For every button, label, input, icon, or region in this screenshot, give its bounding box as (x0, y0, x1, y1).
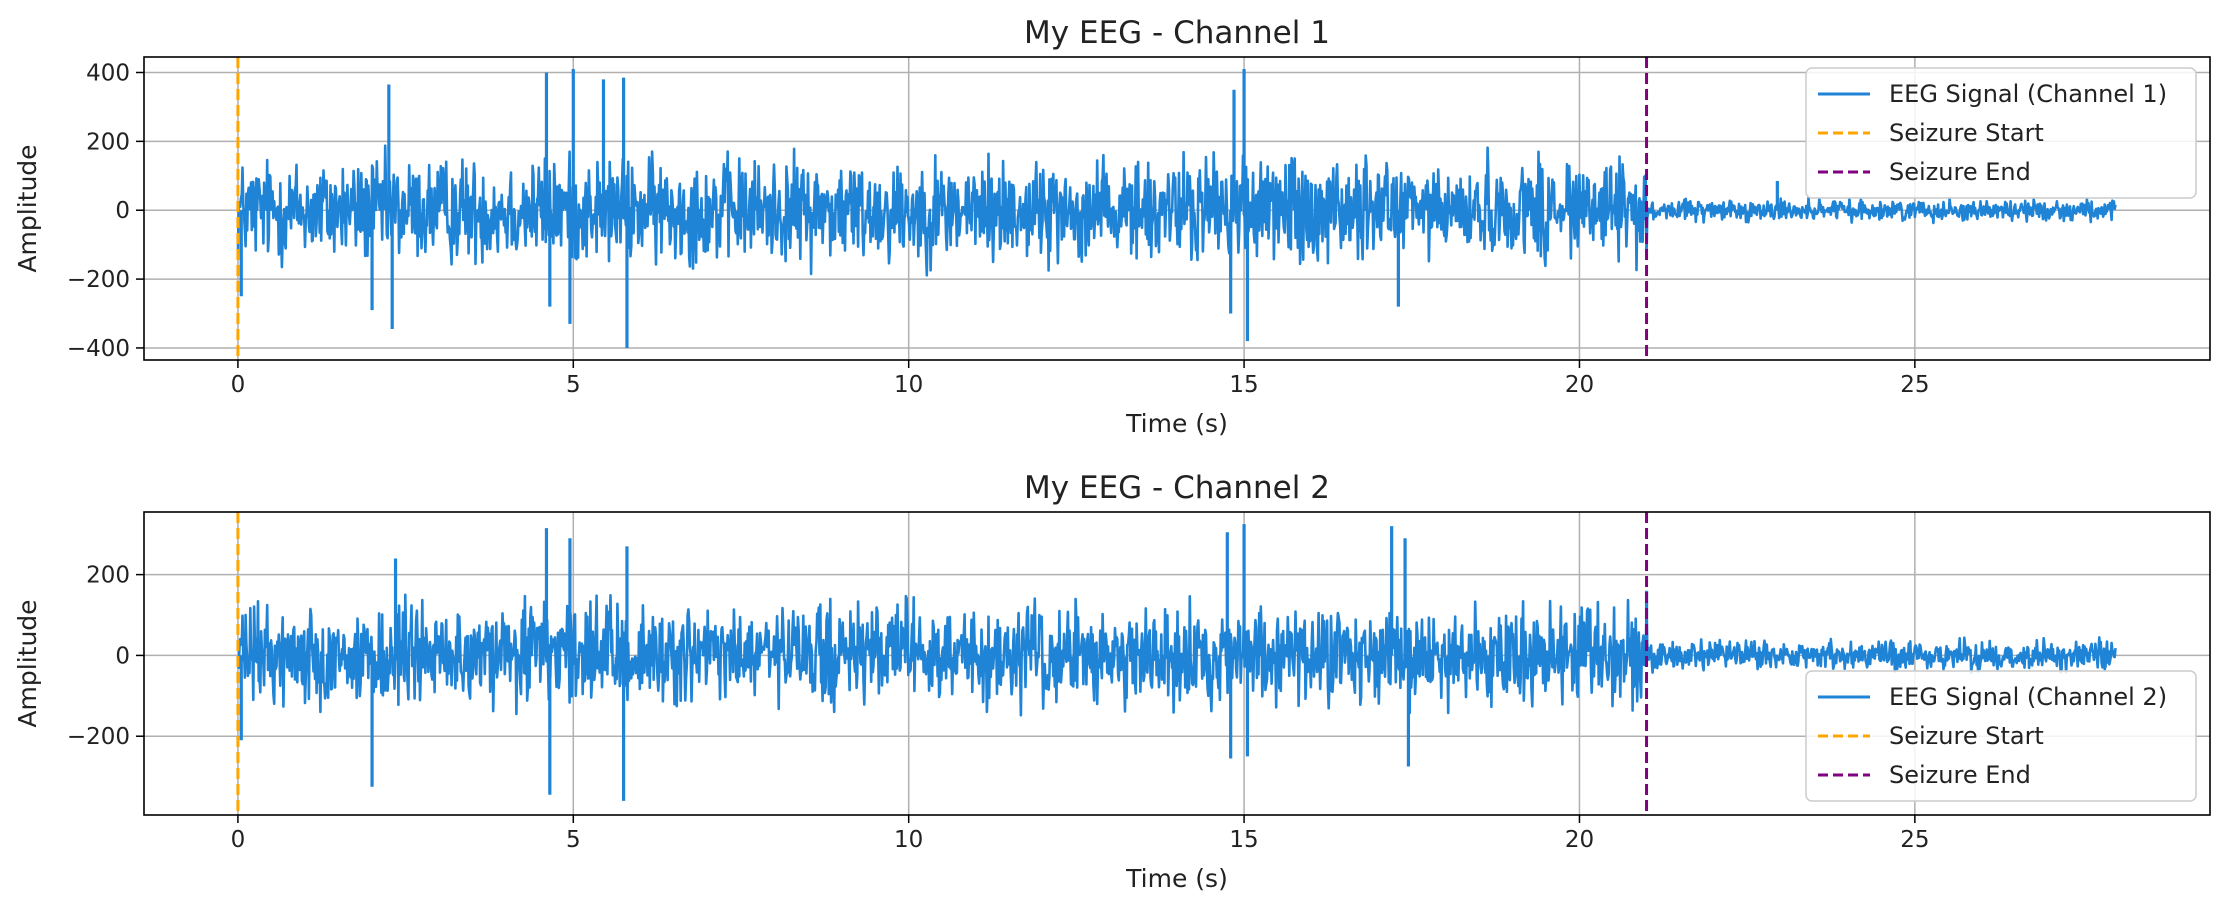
y-tick-label: −200 (67, 267, 130, 293)
chart-panel-1: My EEG - Channel 1 0 5 10 15 20 25 −400 −200 0 200… (13, 15, 2211, 438)
y-axis-label: Amplitude (13, 599, 42, 727)
legend-item-seizure-start-label: Seizure Start (1889, 722, 2044, 750)
chart-panel-2: My EEG - Channel 2 0 5 10 15 20 25 −200 0 200 Time… (13, 470, 2211, 893)
x-tick-label: 25 (1900, 372, 1929, 398)
x-tick-label: 15 (1229, 827, 1258, 853)
y-tick-label: 0 (115, 198, 130, 224)
x-tick-label: 25 (1900, 827, 1929, 853)
x-tick-label: 10 (894, 372, 923, 398)
x-tick-label: 5 (566, 827, 581, 853)
y-tick-label: 200 (86, 563, 130, 589)
y-tick-label: 0 (115, 643, 130, 669)
y-tick-label: −200 (67, 724, 130, 750)
y-tick-label: 200 (86, 129, 130, 155)
x-tick-label: 20 (1565, 827, 1594, 853)
y-tick-label: −400 (67, 336, 130, 362)
legend-box (1805, 67, 2197, 199)
x-tick-label: 15 (1229, 372, 1258, 398)
x-tick-label: 5 (566, 372, 581, 398)
x-tick-label: 10 (894, 827, 923, 853)
y-axis-label: Amplitude (13, 144, 42, 272)
x-axis-label: Time (s) (1125, 409, 1228, 438)
x-tick-label: 0 (231, 372, 246, 398)
plot-frame (143, 511, 2211, 816)
plot-frame (143, 56, 2211, 361)
eeg-signal-line (236, 593, 2117, 717)
chart-title: My EEG - Channel 2 (1024, 470, 1330, 506)
legend-box (1805, 670, 2197, 802)
legend-item-seizure-end-label: Seizure End (1889, 761, 2031, 789)
chart-title: My EEG - Channel 1 (1024, 15, 1330, 51)
x-axis-label: Time (s) (1125, 864, 1228, 893)
y-tick-label: 400 (86, 60, 130, 86)
legend-item-seizure-start-label: Seizure Start (1889, 119, 2044, 147)
x-tick-label: 20 (1565, 372, 1594, 398)
legend-item-signal-label: EEG Signal (Channel 1) (1889, 80, 2167, 108)
x-tick-label: 0 (231, 827, 246, 853)
chart-legend: EEG Signal (Channel 2) Seizure Start Seizu… (1805, 670, 2197, 802)
legend-item-signal-label: EEG Signal (Channel 2) (1889, 683, 2167, 711)
chart-legend: EEG Signal (Channel 1) Seizure Start Seizu… (1805, 67, 2197, 199)
legend-item-seizure-end-label: Seizure End (1889, 158, 2031, 186)
